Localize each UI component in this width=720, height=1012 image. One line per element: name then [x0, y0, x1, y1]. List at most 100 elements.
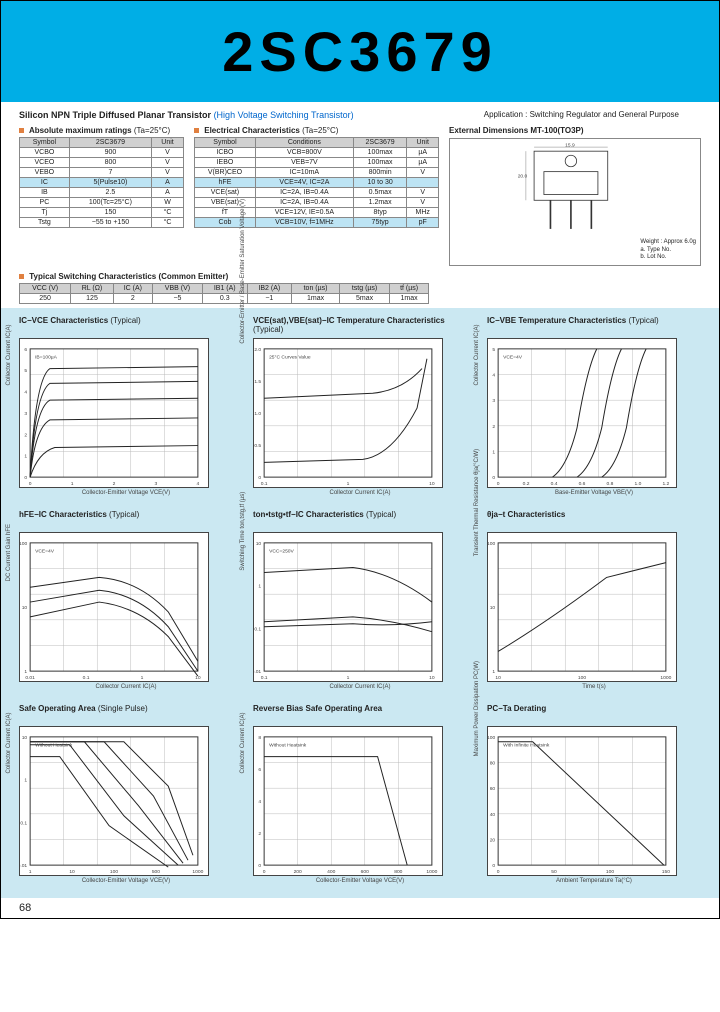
table-row: VCBO900V	[20, 148, 184, 158]
svg-text:Without Heatsink: Without Heatsink	[35, 743, 73, 749]
svg-text:10: 10	[22, 735, 28, 741]
chart-title: ton•tstg•tf−IC Characteristics (Typical)	[253, 510, 467, 528]
chart-box: 050100150020406080100With Infinite Heats…	[487, 726, 677, 876]
table-header: Symbol	[20, 138, 70, 148]
y-axis-label: Collector Current IC(A)	[474, 324, 480, 385]
chart-cell: ton•tstg•tf−IC Characteristics (Typical)…	[253, 510, 467, 690]
svg-text:1: 1	[24, 454, 27, 460]
chart-title: Reverse Bias Safe Operating Area	[253, 704, 467, 722]
svg-text:2: 2	[24, 432, 27, 438]
y-axis-label: Transient Thermal Resistance θja(°C/W)	[474, 449, 480, 556]
svg-text:0.4: 0.4	[551, 481, 558, 487]
chart-grid: IC−VCE Characteristics (Typical) Collecto…	[19, 316, 701, 884]
x-axis-label: Collector-Emitter Voltage VCE(V)	[19, 878, 233, 884]
chart-cell: θja−t Characteristics Transient Thermal …	[487, 510, 701, 690]
table-row: IB2.5A	[20, 188, 184, 198]
svg-text:VCE=4V: VCE=4V	[503, 355, 523, 361]
ext-dim-title: External Dimensions MT-100(TO3P)	[449, 126, 701, 135]
switching-title: Typical Switching Characteristics (Commo…	[19, 272, 701, 281]
svg-text:4: 4	[492, 372, 495, 378]
table-row: CobVCB=10V, f=1MHz75typpF	[195, 218, 439, 228]
abs-max-col: Absolute maximum ratings (Ta=25°C) Symbo…	[19, 126, 184, 266]
svg-text:0: 0	[258, 475, 261, 481]
switching-section: Typical Switching Characteristics (Commo…	[19, 272, 701, 304]
svg-text:150: 150	[662, 869, 670, 875]
abs-max-title: Absolute maximum ratings (Ta=25°C)	[19, 126, 184, 135]
svg-text:4: 4	[24, 390, 27, 396]
svg-text:10: 10	[429, 675, 435, 681]
chart-title: Safe Operating Area (Single Pulse)	[19, 704, 233, 722]
svg-text:0.1: 0.1	[261, 675, 268, 681]
svg-text:1.5: 1.5	[254, 379, 261, 385]
table-header: tstg (µs)	[339, 284, 389, 294]
svg-text:0: 0	[29, 481, 32, 487]
svg-text:8: 8	[258, 735, 261, 741]
page-number: 68	[1, 898, 719, 918]
svg-text:IB=100μA: IB=100μA	[35, 355, 58, 361]
svg-text:1: 1	[258, 584, 261, 590]
x-axis-label: Base-Emitter Voltage VBE(V)	[487, 490, 701, 496]
package-diagram: 20.0 15.9 Weight : Approx 6.0g a. Type N…	[449, 138, 701, 266]
x-axis-label: Collector-Emitter Voltage VCE(V)	[253, 878, 467, 884]
svg-text:0.1: 0.1	[254, 626, 261, 632]
svg-text:1: 1	[347, 481, 350, 487]
svg-text:3: 3	[155, 481, 158, 487]
svg-text:4: 4	[258, 799, 261, 805]
tables-row: Absolute maximum ratings (Ta=25°C) Symbo…	[19, 126, 701, 266]
svg-text:80: 80	[490, 760, 496, 766]
table-header: Unit	[407, 138, 439, 148]
y-axis-label: Collector-Emitter / Base-Emitter Saturat…	[240, 199, 246, 344]
svg-text:4: 4	[196, 481, 199, 487]
svg-text:1: 1	[492, 449, 495, 455]
abs-max-table: Symbol2SC3679Unit VCBO900VVCEO800VVEBO7V…	[19, 137, 184, 228]
svg-text:0: 0	[492, 475, 495, 481]
svg-text:0.6: 0.6	[579, 481, 586, 487]
svg-text:15.9: 15.9	[565, 143, 575, 148]
table-row: VEBO7V	[20, 168, 184, 178]
marker-icon	[19, 128, 24, 133]
chart-box: 012340123456IB=100μA	[19, 338, 209, 488]
table-row: IEBOVEB=7V100maxµA	[195, 158, 439, 168]
svg-text:1000: 1000	[192, 869, 203, 875]
header-band: 2SC3679	[1, 1, 719, 102]
svg-text:0: 0	[497, 481, 500, 487]
subtitle-main: Silicon NPN Triple Diffused Planar Trans…	[19, 110, 211, 120]
svg-text:100: 100	[110, 869, 118, 875]
svg-text:With Infinite Heatsink: With Infinite Heatsink	[503, 743, 550, 749]
table-header: tf (µs)	[390, 284, 429, 294]
svg-text:0.8: 0.8	[607, 481, 614, 487]
table-header: IB2 (A)	[247, 284, 292, 294]
table-header: Symbol	[195, 138, 256, 148]
table-header: 2SC3679	[69, 138, 151, 148]
chart-box: 0200400600800100002468Without Heatsink	[253, 726, 443, 876]
svg-text:400: 400	[327, 869, 335, 875]
svg-text:1: 1	[347, 675, 350, 681]
svg-text:100: 100	[20, 541, 27, 547]
svg-text:3: 3	[492, 398, 495, 404]
svg-text:5: 5	[24, 368, 27, 374]
svg-text:0: 0	[258, 863, 261, 869]
svg-text:1: 1	[29, 869, 32, 875]
chart-title: IC−VBE Temperature Characteristics (Typi…	[487, 316, 701, 334]
svg-text:200: 200	[294, 869, 302, 875]
chart-box: 11010050010000.010.1110Without Heatsink	[19, 726, 209, 876]
x-axis-label: Time t(s)	[487, 684, 701, 690]
svg-text:0: 0	[263, 869, 266, 875]
svg-text:0.2: 0.2	[523, 481, 530, 487]
subtitle-paren: (High Voltage Switching Transistor)	[214, 110, 354, 120]
svg-text:100: 100	[488, 735, 495, 741]
y-axis-label: Collector Current IC(A)	[240, 712, 246, 773]
svg-text:0.01: 0.01	[20, 863, 27, 869]
x-axis-label: Collector Current IC(A)	[253, 490, 467, 496]
y-axis-label: Switching Time ton,tstg,tf (µs)	[240, 492, 246, 571]
y-axis-label: Collector Current IC(A)	[6, 324, 12, 385]
chart-title: IC−VCE Characteristics (Typical)	[19, 316, 233, 334]
svg-text:100: 100	[488, 541, 495, 547]
svg-text:800: 800	[394, 869, 402, 875]
chart-box: 101001000110100	[487, 532, 677, 682]
svg-text:5: 5	[492, 347, 495, 353]
ext-dim-col: External Dimensions MT-100(TO3P) 20.0 15…	[449, 126, 701, 266]
chart-box: 0.010.1110110100VCE=4V	[19, 532, 209, 682]
x-axis-label: Ambient Temperature Ta(°C)	[487, 878, 701, 884]
svg-text:0.01: 0.01	[254, 669, 261, 675]
